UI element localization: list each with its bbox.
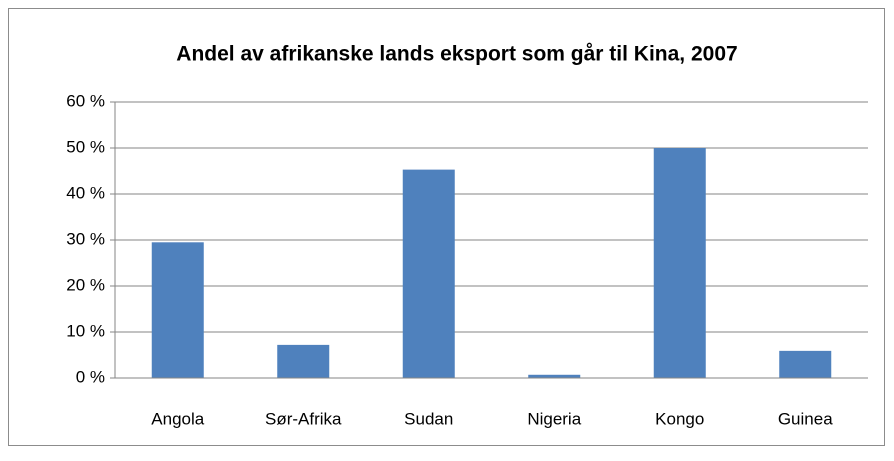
x-tick-label: Kongo — [655, 409, 704, 428]
y-tick-label: 10 % — [66, 321, 105, 340]
x-tick-label: Sør-Afrika — [265, 409, 342, 428]
x-tick-label: Sudan — [404, 409, 453, 428]
chart-title: Andel av afrikanske lands eksport som gå… — [176, 43, 737, 66]
bar — [277, 344, 330, 378]
bar — [653, 148, 706, 378]
bar — [779, 350, 832, 378]
bar — [402, 169, 455, 378]
y-tick-label: 30 % — [66, 229, 105, 248]
bar — [528, 374, 581, 378]
y-tick-label: 40 % — [66, 183, 105, 202]
y-tick-label: 20 % — [66, 275, 105, 294]
y-tick-label: 50 % — [66, 137, 105, 156]
x-tick-label: Nigeria — [527, 409, 581, 428]
x-tick-label: Angola — [151, 409, 204, 428]
x-tick-label: Guinea — [778, 409, 833, 428]
bar — [151, 242, 204, 378]
y-tick-label: 0 % — [76, 367, 105, 386]
y-tick-label: 60 % — [66, 91, 105, 110]
